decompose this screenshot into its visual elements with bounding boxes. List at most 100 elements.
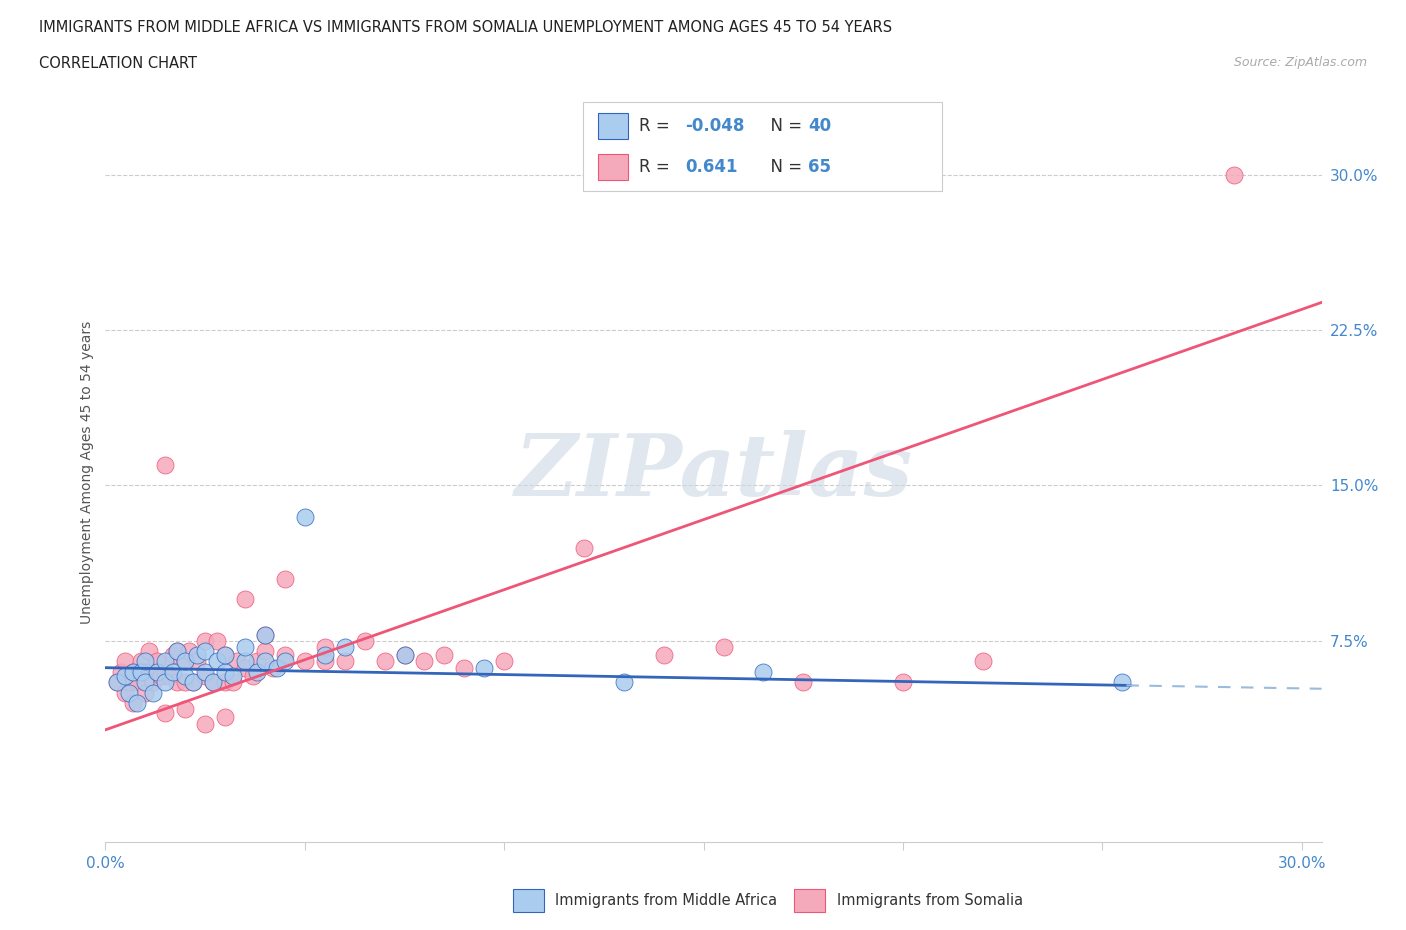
Point (181, 675, 204, 690)
Point (433, 648, 456, 663)
Point (146, 664, 169, 679)
Point (174, 701, 197, 716)
Text: 65: 65 (808, 158, 831, 176)
Point (150, 669, 173, 684)
Text: N =: N = (761, 158, 807, 176)
Point (246, 654, 269, 669)
Point (333, 654, 356, 669)
Point (174, 654, 197, 669)
Point (134, 685, 156, 700)
Point (166, 675, 188, 690)
Point (214, 675, 236, 690)
Point (266, 660, 288, 675)
Point (394, 648, 416, 663)
Point (214, 664, 236, 679)
Point (972, 654, 994, 669)
Point (214, 648, 236, 663)
Point (314, 640, 336, 655)
Point (114, 669, 136, 684)
Point (186, 648, 208, 663)
Point (242, 669, 264, 684)
Point (122, 664, 145, 679)
Text: Source: ZipAtlas.com: Source: ZipAtlas.com (1233, 56, 1367, 69)
Point (652, 648, 675, 663)
Point (122, 664, 145, 679)
Point (142, 685, 165, 700)
Point (174, 654, 197, 669)
Point (222, 675, 245, 690)
Point (110, 664, 132, 679)
Point (314, 648, 336, 663)
Text: 40: 40 (808, 117, 831, 135)
Point (374, 654, 396, 669)
Text: Immigrants from Middle Africa: Immigrants from Middle Africa (555, 893, 778, 908)
Point (127, 675, 149, 690)
Point (314, 654, 336, 669)
Point (146, 654, 169, 669)
Text: R =: R = (640, 158, 675, 176)
Point (233, 654, 256, 669)
Point (274, 648, 297, 663)
Point (253, 654, 276, 669)
Point (1111, 675, 1133, 690)
Point (155, 664, 177, 679)
Point (131, 654, 153, 669)
Point (394, 648, 416, 663)
Point (274, 654, 297, 669)
Point (194, 716, 217, 731)
Point (202, 675, 225, 690)
Text: CORRELATION CHART: CORRELATION CHART (39, 56, 197, 71)
Point (205, 654, 228, 669)
Point (214, 710, 236, 724)
Point (194, 669, 217, 684)
Text: R =: R = (640, 117, 675, 135)
Point (226, 654, 249, 669)
Point (453, 660, 475, 675)
Text: IMMIGRANTS FROM MIDDLE AFRICA VS IMMIGRANTS FROM SOMALIA UNEMPLOYMENT AMONG AGES: IMMIGRANTS FROM MIDDLE AFRICA VS IMMIGRA… (39, 20, 893, 35)
Point (274, 571, 297, 586)
Point (233, 591, 256, 606)
Point (233, 640, 256, 655)
Point (713, 640, 735, 655)
Point (253, 627, 276, 642)
Point (194, 644, 217, 658)
Point (413, 654, 436, 669)
Point (155, 458, 177, 472)
Point (138, 644, 160, 658)
Point (222, 669, 245, 684)
Point (174, 669, 197, 684)
Point (114, 654, 136, 669)
Point (792, 675, 814, 690)
Point (134, 675, 156, 690)
Point (166, 644, 188, 658)
Point (253, 627, 276, 642)
Point (294, 654, 316, 669)
Point (162, 664, 184, 679)
Point (752, 664, 775, 679)
Point (253, 644, 276, 658)
Point (186, 654, 208, 669)
Point (214, 648, 236, 663)
Point (262, 660, 284, 675)
Point (333, 640, 356, 655)
Point (134, 664, 156, 679)
Point (194, 664, 217, 679)
Point (233, 660, 256, 675)
Text: ZIPatlas: ZIPatlas (515, 431, 912, 513)
Point (294, 509, 316, 524)
Point (179, 644, 201, 658)
Point (166, 644, 188, 658)
Point (118, 685, 141, 700)
Point (353, 633, 375, 648)
Point (181, 675, 204, 690)
Point (107, 675, 129, 690)
Point (155, 675, 177, 690)
Point (494, 654, 516, 669)
Point (194, 633, 217, 648)
Text: N =: N = (761, 117, 807, 135)
Point (246, 664, 269, 679)
Point (202, 675, 225, 690)
Point (131, 664, 153, 679)
Point (155, 706, 177, 721)
Point (134, 654, 156, 669)
